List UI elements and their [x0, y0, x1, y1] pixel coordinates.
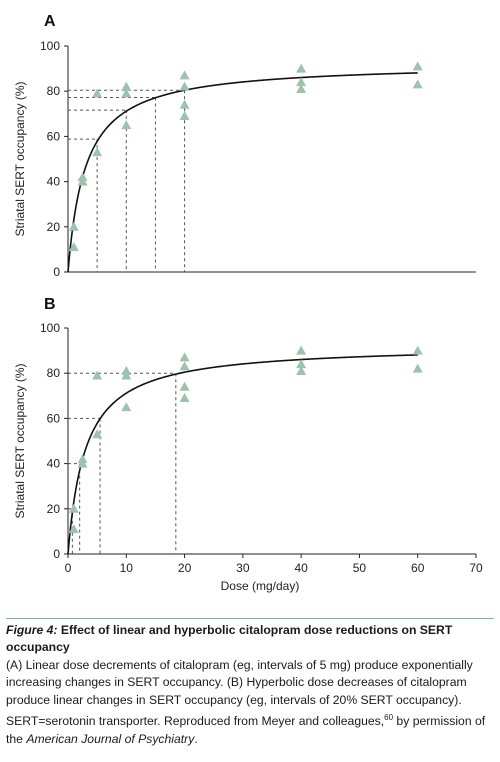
- figure-caption: Figure 4: Effect of linear and hyperboli…: [6, 618, 494, 748]
- data-point: [412, 61, 423, 71]
- y-tick-label: 60: [47, 129, 61, 143]
- x-tick-label: 40: [294, 561, 308, 575]
- caption-body: (A) Linear dose decrements of citalopram…: [6, 657, 494, 748]
- data-point: [68, 242, 79, 252]
- data-point: [77, 454, 88, 464]
- x-tick-label: 10: [120, 561, 134, 575]
- x-axis-label: Dose (mg/day): [221, 579, 300, 593]
- data-point: [68, 524, 79, 534]
- data-point: [179, 381, 190, 391]
- data-point: [92, 88, 103, 98]
- data-point: [179, 99, 190, 109]
- data-point: [121, 402, 132, 412]
- y-axis-label: Striatal SERT occupancy (%): [13, 82, 27, 237]
- x-tick-label: 0: [65, 561, 72, 575]
- panel-label: B: [44, 296, 56, 313]
- x-tick-label: 70: [469, 561, 483, 575]
- caption-title-text: Effect of linear and hyperbolic citalopr…: [6, 623, 453, 655]
- data-point: [68, 221, 79, 231]
- y-tick-label: 100: [40, 321, 60, 335]
- data-point: [296, 83, 307, 93]
- data-point: [179, 81, 190, 91]
- y-tick-label: 100: [40, 39, 60, 53]
- y-tick-label: 40: [47, 457, 61, 471]
- data-point: [68, 503, 79, 513]
- caption-figure-label: Figure 4:: [6, 623, 58, 637]
- data-point: [92, 147, 103, 157]
- data-point: [296, 63, 307, 73]
- panel-label: A: [44, 13, 56, 30]
- caption-reference: 60: [384, 713, 394, 723]
- data-point: [121, 370, 132, 380]
- panel-B: B 0 20 40 60 80 100 0 10 20 30 40 50 60 70 Striatal SER…: [13, 296, 483, 593]
- y-tick-label: 20: [47, 502, 61, 516]
- caption-end: .: [194, 731, 198, 746]
- data-point: [296, 365, 307, 375]
- data-point: [179, 361, 190, 371]
- data-point: [412, 79, 423, 89]
- y-tick-label: 80: [47, 84, 61, 98]
- data-point: [296, 77, 307, 87]
- caption-body-text: (A) Linear dose decrements of citalopram…: [6, 657, 473, 729]
- x-tick-label: 30: [236, 561, 250, 575]
- fit-curve: [67, 72, 418, 273]
- caption-permission-text: by permission of the: [6, 714, 486, 746]
- data-point: [121, 81, 132, 91]
- y-tick-label: 60: [47, 411, 61, 425]
- data-point: [296, 359, 307, 369]
- data-point: [179, 393, 190, 403]
- data-point: [296, 345, 307, 355]
- data-point: [412, 363, 423, 373]
- y-tick-label: 20: [47, 220, 61, 234]
- panel-A: A 0 20 40 60 80 100 Striatal SERT occupancy (%): [13, 13, 476, 279]
- data-point: [412, 345, 423, 355]
- y-tick-label: 40: [47, 175, 61, 189]
- data-point: [121, 120, 132, 130]
- caption-title: Figure 4: Effect of linear and hyperboli…: [6, 622, 494, 657]
- y-tick-label: 0: [53, 547, 60, 561]
- data-point: [77, 176, 88, 186]
- x-tick-label: 60: [411, 561, 425, 575]
- data-point: [121, 88, 132, 98]
- data-point: [92, 370, 103, 380]
- y-tick-label: 0: [53, 265, 60, 279]
- data-point: [77, 172, 88, 182]
- caption-journal: American Journal of Psychiatry: [26, 731, 195, 746]
- fit-curve: [67, 354, 418, 555]
- y-axis-label: Striatal SERT occupancy (%): [13, 364, 27, 519]
- data-point: [179, 352, 190, 362]
- data-point: [179, 111, 190, 121]
- data-point: [77, 458, 88, 468]
- x-tick-label: 20: [178, 561, 192, 575]
- data-point: [121, 365, 132, 375]
- data-point: [179, 70, 190, 80]
- x-tick-label: 50: [353, 561, 367, 575]
- y-tick-label: 80: [47, 366, 61, 380]
- data-point: [92, 429, 103, 439]
